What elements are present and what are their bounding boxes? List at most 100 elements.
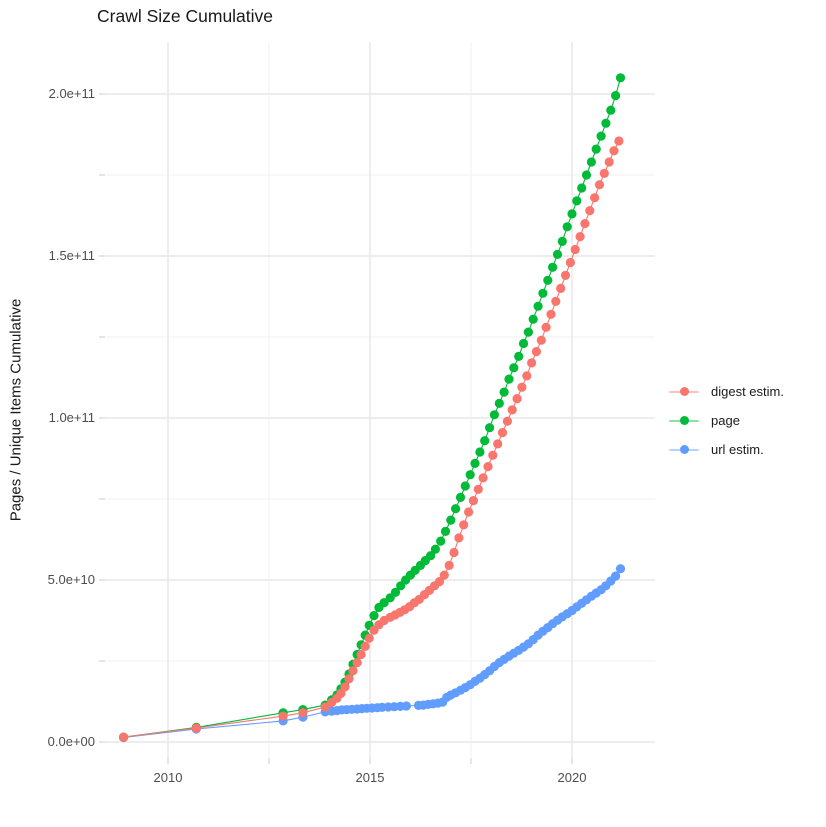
legend-key-dot [679, 387, 689, 396]
data-point [434, 577, 445, 587]
data-point [364, 633, 374, 643]
data-point [570, 244, 580, 255]
data-point [298, 708, 308, 718]
data-point [509, 363, 519, 373]
data-point [436, 536, 446, 546]
data-point [562, 222, 572, 232]
y-tick-label: 5.0e+10 [47, 572, 95, 587]
data-point [454, 533, 464, 543]
data-point [439, 570, 449, 580]
data-point [451, 504, 461, 514]
data-point [504, 374, 514, 384]
data-point [518, 338, 529, 349]
data-point [590, 193, 600, 203]
legend: digest estim. page url estim. [668, 381, 784, 460]
data-point [507, 405, 517, 415]
data-point [468, 496, 478, 506]
data-point [541, 322, 551, 332]
data-point [390, 587, 401, 597]
series-url-estim [119, 564, 626, 743]
data-point [615, 73, 626, 83]
data-point [499, 387, 509, 397]
data-point [512, 394, 522, 404]
data-point [401, 701, 411, 711]
data-point [483, 462, 493, 472]
data-point [609, 146, 619, 156]
legend-item-label: url estim. [711, 442, 764, 457]
data-point [440, 526, 451, 537]
data-point [449, 547, 459, 558]
y-tick-label: 1.5e+11 [48, 248, 95, 263]
x-tick-label: 2010 [153, 770, 183, 785]
data-point [531, 347, 542, 357]
chart-title: Crawl Size Cumulative [97, 6, 274, 26]
gridlines [105, 42, 655, 758]
data-point [497, 428, 508, 438]
data-point [459, 520, 469, 530]
data-point [470, 458, 480, 468]
data-point [369, 611, 379, 621]
data-point [278, 711, 288, 721]
data-point [572, 196, 582, 206]
data-point [494, 398, 504, 408]
data-point [502, 416, 512, 426]
data-point [522, 371, 532, 381]
data-point [320, 702, 330, 712]
y-tick-label: 2.0e+11 [48, 86, 95, 101]
data-point [575, 232, 585, 242]
data-point [567, 209, 577, 219]
data-point [591, 144, 601, 154]
data-point [191, 723, 201, 733]
data-point [485, 423, 495, 433]
data-point [536, 335, 546, 345]
data-point [352, 658, 362, 668]
data-point [514, 351, 524, 361]
data-point [614, 136, 624, 146]
data-point [527, 358, 537, 368]
legend-key-dot [679, 416, 689, 425]
data-point [340, 682, 350, 692]
data-point [344, 674, 354, 684]
data-point [556, 283, 566, 293]
axis-tick-marks [99, 93, 573, 764]
data-point [473, 484, 483, 494]
y-tick-label: 0.0e+00 [47, 734, 95, 749]
data-point [604, 157, 614, 167]
x-tick-label: 2015 [355, 770, 385, 785]
data-point [444, 560, 454, 571]
data-point [488, 450, 498, 460]
data-point [379, 598, 389, 608]
data-point [480, 436, 490, 446]
data-point [460, 481, 470, 491]
data-point [533, 301, 543, 311]
data-point [446, 515, 456, 525]
data-point [557, 236, 567, 246]
data-point [478, 473, 488, 483]
legend-key [668, 410, 700, 431]
data-point [517, 382, 527, 392]
data-point [465, 470, 475, 480]
legend-key-dot [679, 445, 689, 454]
y-tick-label: 1.0e+11 [48, 410, 95, 425]
data-point [606, 105, 616, 115]
series-digest-estim [119, 136, 624, 742]
data-point [581, 170, 592, 180]
data-point [455, 492, 466, 502]
x-tick-label: 2020 [557, 770, 587, 785]
data-point [548, 262, 558, 272]
data-point [580, 219, 590, 229]
data-point [464, 507, 474, 517]
data-point [601, 118, 611, 128]
legend-item-label: digest estim. [711, 384, 784, 399]
data-point [475, 447, 485, 457]
data-point [546, 309, 556, 319]
data-point [360, 641, 370, 652]
data-point [611, 91, 621, 101]
data-point [543, 275, 553, 285]
data-point [119, 732, 129, 742]
data-point [538, 288, 548, 298]
data-point [615, 564, 626, 574]
data-point [596, 131, 606, 141]
